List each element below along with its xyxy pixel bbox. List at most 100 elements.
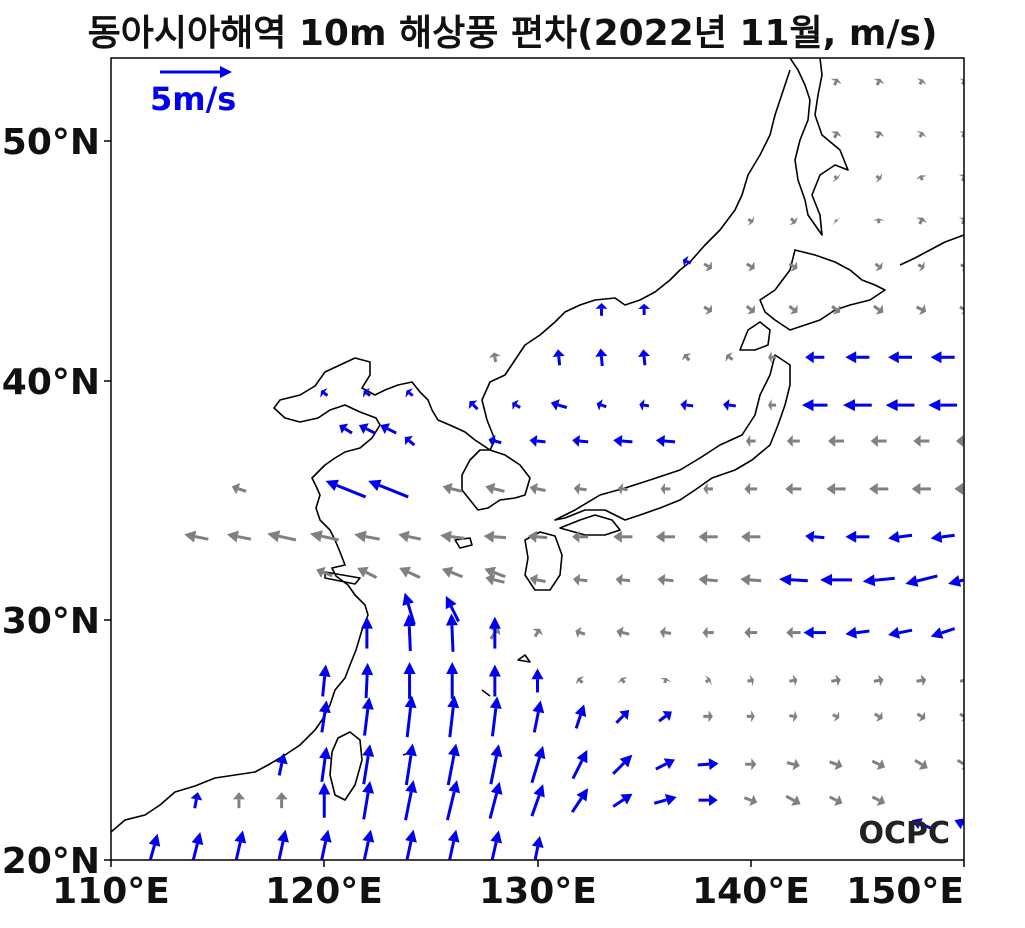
wind-vector-significant: [570, 788, 589, 813]
wind-vector-normal: [745, 758, 757, 771]
wind-vector-significant: [191, 832, 204, 860]
wind-vector-significant: [148, 833, 161, 860]
wind-vector-significant: [845, 626, 870, 639]
wind-vector-normal: [184, 530, 209, 543]
wind-vector-normal: [655, 530, 676, 543]
wind-vector-normal: [613, 530, 633, 543]
wind-vector-normal: [657, 573, 674, 586]
wind-vector-significant: [275, 753, 288, 776]
wind-vector-significant: [845, 530, 870, 543]
wind-vector-normal: [744, 482, 758, 495]
wind-vector-normal: [785, 482, 802, 495]
wind-vector-significant: [404, 780, 418, 821]
wind-vector-normal: [309, 530, 339, 543]
wind-vector-normal: [527, 530, 548, 543]
wind-vector-significant: [845, 351, 870, 364]
wind-vector-normal: [871, 759, 886, 770]
wind-vector-normal: [572, 530, 589, 543]
wind-vector-normal: [703, 261, 713, 272]
wind-vector-normal: [788, 305, 798, 315]
wind-vector-normal: [911, 482, 931, 495]
wind-vector-significant: [488, 664, 501, 697]
wind-vector-significant: [445, 613, 458, 652]
wind-vector-significant: [973, 351, 997, 363]
wind-vector-normal: [702, 626, 714, 639]
y-tick-label: 40°N: [2, 362, 100, 403]
wind-vector-significant: [973, 627, 997, 638]
wind-vector-normal: [267, 530, 297, 543]
wind-vector-significant: [489, 744, 503, 785]
wind-vector-normal: [916, 674, 927, 687]
wind-vector-significant: [190, 792, 203, 809]
wind-vector-normal: [441, 566, 464, 579]
wind-vector-significant: [405, 829, 417, 860]
wind-vector-significant: [360, 616, 373, 649]
wind-vector-normal: [529, 482, 546, 495]
wind-vector-significant: [529, 434, 546, 447]
wind-vector-normal: [575, 626, 586, 639]
wind-vector-normal: [725, 352, 734, 362]
wind-vector-significant: [319, 829, 332, 860]
wind-vector-significant: [447, 829, 460, 860]
wind-vector-normal: [681, 353, 692, 362]
wind-vector-significant: [404, 695, 417, 738]
coastline: [111, 58, 964, 833]
wind-vector-normal: [873, 304, 884, 315]
wind-vector-significant: [612, 754, 633, 775]
wind-vector-significant: [319, 746, 331, 783]
wind-vector-normal: [745, 435, 756, 448]
reference-arrow: [160, 66, 232, 78]
wind-vector-significant: [362, 829, 375, 860]
wind-vector-significant: [888, 626, 913, 639]
wind-vector-significant: [971, 399, 1000, 411]
wind-vector-significant: [596, 399, 607, 411]
wind-vector-normal: [740, 573, 762, 586]
wind-vector-significant: [512, 399, 521, 411]
wind-vector-significant: [612, 793, 633, 808]
wind-vector-significant: [358, 423, 376, 435]
y-tick-label: 30°N: [2, 601, 100, 642]
wind-vector-normal: [357, 566, 378, 579]
wind-vector-significant: [550, 399, 568, 411]
wind-vector-significant: [911, 818, 932, 830]
wind-vector-normal: [831, 674, 841, 687]
wind-vector-significant: [490, 830, 503, 860]
wind-vector-normal: [440, 530, 465, 543]
x-tick-label: 140°E: [692, 871, 810, 912]
wind-vector-normal: [659, 678, 672, 684]
wind-vector-significant: [613, 434, 633, 447]
wind-vector-normal: [915, 175, 927, 181]
wind-vector-normal: [789, 674, 798, 687]
wind-vector-significant: [930, 351, 955, 364]
wind-vector-significant: [653, 794, 677, 806]
wind-vector-normal: [826, 482, 846, 495]
wind-vector-significant: [803, 626, 826, 639]
wind-vector-significant: [572, 434, 589, 447]
wind-vector-normal: [485, 482, 505, 495]
wind-vector-significant: [905, 574, 938, 587]
wind-vector-significant: [488, 781, 503, 819]
wind-vector-significant: [888, 351, 913, 364]
wind-vector-normal: [828, 795, 843, 806]
wind-vector-normal: [745, 261, 755, 272]
wind-vector-normal: [831, 216, 841, 226]
wind-vector-normal: [830, 78, 842, 86]
wind-vector-normal: [871, 795, 886, 806]
wind-vector-significant: [615, 709, 630, 724]
wind-vector-normal: [831, 305, 841, 315]
wind-vector-normal: [873, 131, 885, 139]
wind-vector-normal: [954, 482, 964, 495]
wind-vector-normal: [744, 626, 758, 639]
wind-vector-significant: [277, 829, 289, 860]
wind-vector-normal: [785, 794, 801, 806]
wind-vector-significant: [862, 574, 895, 587]
wind-vector-significant: [680, 399, 694, 412]
wind-vector-significant: [318, 664, 331, 697]
x-tick-label: 110°E: [52, 871, 170, 912]
wind-vector-normal: [916, 78, 927, 86]
wind-vector-significant: [638, 303, 651, 315]
wind-vector-normal: [483, 530, 507, 543]
wind-vector-normal: [915, 304, 927, 315]
wind-vector-normal: [768, 351, 777, 364]
